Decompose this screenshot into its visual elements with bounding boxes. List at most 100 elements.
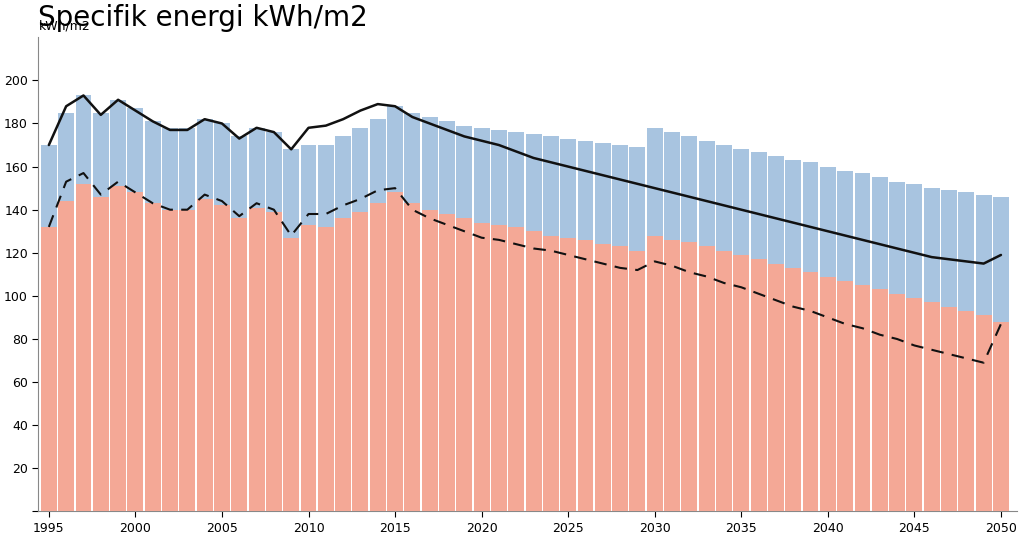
Bar (162, 210, 178, 512)
Bar (266, 132, 282, 512)
Bar (179, 128, 196, 512)
Bar (266, 212, 282, 512)
Bar (317, 227, 334, 512)
Bar (630, 147, 645, 512)
Bar (422, 210, 437, 512)
Bar (474, 223, 489, 512)
Bar (838, 171, 853, 512)
Bar (111, 100, 126, 512)
Bar (370, 119, 386, 512)
Bar (906, 184, 923, 512)
Bar (681, 242, 697, 512)
Bar (820, 167, 836, 512)
Bar (144, 203, 161, 512)
Bar (838, 281, 853, 512)
Bar (335, 218, 351, 512)
Bar (698, 246, 715, 512)
Bar (595, 244, 610, 512)
Bar (58, 113, 74, 512)
Bar (785, 160, 801, 512)
Bar (387, 192, 403, 512)
Bar (111, 186, 126, 512)
Bar (681, 136, 697, 512)
Bar (578, 141, 594, 512)
Bar (127, 108, 143, 512)
Bar (490, 225, 507, 512)
Bar (976, 315, 991, 512)
Bar (889, 294, 905, 512)
Bar (665, 240, 680, 512)
Bar (93, 113, 109, 512)
Bar (214, 123, 230, 512)
Bar (197, 119, 213, 512)
Bar (284, 238, 299, 512)
Bar (993, 322, 1009, 512)
Bar (716, 251, 732, 512)
Bar (751, 151, 767, 512)
Bar (803, 272, 818, 512)
Bar (543, 236, 559, 512)
Bar (490, 130, 507, 512)
Bar (560, 238, 577, 512)
Bar (284, 149, 299, 512)
Bar (768, 264, 784, 512)
Bar (871, 289, 888, 512)
Bar (716, 145, 732, 512)
Bar (665, 132, 680, 512)
Bar (993, 197, 1009, 512)
Bar (41, 145, 56, 512)
Bar (370, 203, 386, 512)
Bar (387, 106, 403, 512)
Bar (820, 277, 836, 512)
Bar (317, 145, 334, 512)
Bar (733, 255, 750, 512)
Bar (871, 177, 888, 512)
Bar (543, 136, 559, 512)
Bar (612, 246, 628, 512)
Bar (698, 141, 715, 512)
Bar (941, 190, 957, 512)
Bar (197, 199, 213, 512)
Bar (803, 162, 818, 512)
Bar (404, 113, 420, 512)
Bar (647, 128, 663, 512)
Bar (595, 143, 610, 512)
Bar (958, 311, 974, 512)
Bar (578, 240, 594, 512)
Bar (76, 184, 91, 512)
Bar (144, 121, 161, 512)
Bar (179, 210, 196, 512)
Bar (301, 225, 316, 512)
Bar (647, 236, 663, 512)
Bar (525, 134, 542, 512)
Bar (231, 136, 247, 512)
Bar (560, 139, 577, 512)
Bar (76, 95, 91, 512)
Bar (733, 149, 750, 512)
Bar (630, 251, 645, 512)
Bar (457, 126, 472, 512)
Bar (924, 302, 940, 512)
Bar (439, 121, 455, 512)
Bar (162, 128, 178, 512)
Bar (751, 259, 767, 512)
Bar (889, 182, 905, 512)
Bar (335, 136, 351, 512)
Bar (404, 203, 420, 512)
Bar (249, 208, 264, 512)
Bar (785, 268, 801, 512)
Bar (41, 227, 56, 512)
Bar (525, 231, 542, 512)
Bar (249, 128, 264, 512)
Text: kWh/m2: kWh/m2 (39, 19, 90, 32)
Bar (508, 132, 524, 512)
Bar (976, 195, 991, 512)
Bar (301, 145, 316, 512)
Bar (768, 156, 784, 512)
Bar (214, 205, 230, 512)
Bar (958, 192, 974, 512)
Bar (612, 145, 628, 512)
Text: Specifik energi kWh/m2: Specifik energi kWh/m2 (39, 4, 369, 32)
Bar (231, 218, 247, 512)
Bar (854, 285, 870, 512)
